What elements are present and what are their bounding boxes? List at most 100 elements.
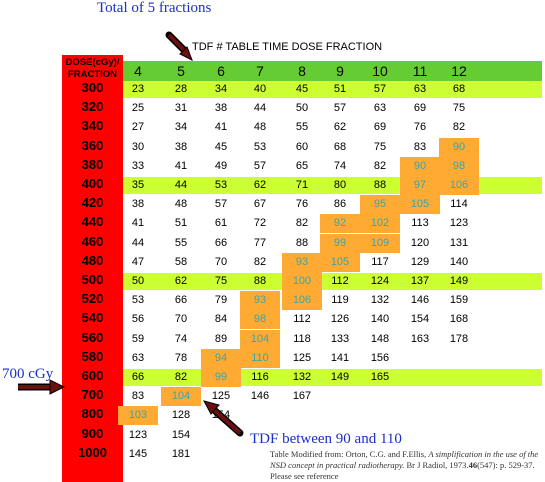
annotation-total-fractions: Total of 5 fractions — [97, 0, 212, 16]
tdf-cell: 76 — [295, 198, 309, 211]
tdf-cell: 41 — [214, 121, 228, 134]
tdf-cell: 94 — [201, 348, 241, 368]
tdf-cell: 28 — [174, 83, 188, 95]
tdf-cell: 146 — [250, 390, 270, 403]
tdf-cell: 93 — [282, 252, 322, 272]
tdf-cell: 133 — [330, 332, 350, 345]
tdf-cell: 63 — [373, 102, 387, 115]
tdf-cell: 109 — [360, 233, 400, 253]
tdf-cell: 48 — [253, 121, 267, 134]
tdf-cell: 141 — [330, 351, 350, 364]
fraction-header-row — [123, 61, 542, 81]
tdf-cell: 88 — [295, 236, 309, 249]
reference-volume: 46 — [468, 460, 478, 470]
tdf-cell: 163 — [410, 332, 430, 345]
tdf-cell: 105 — [320, 252, 360, 272]
tdf-cell: 146 — [410, 294, 430, 307]
annotation-700-cgy: 700 cGy — [2, 366, 54, 382]
tdf-cell: 72 — [253, 217, 267, 230]
tdf-cell: 38 — [131, 198, 145, 211]
tdf-cell: 53 — [253, 140, 267, 153]
tdf-cell: 154 — [171, 428, 191, 441]
tdf-cell: 82 — [295, 217, 309, 230]
tdf-cell: 57 — [333, 102, 347, 115]
tdf-cell: 57 — [214, 198, 228, 211]
tdf-cell: 51 — [174, 217, 188, 230]
fraction-header-cell: 9 — [336, 63, 344, 79]
fraction-header-cell: 7 — [256, 63, 264, 79]
tdf-cell: 140 — [449, 255, 469, 268]
tdf-cell: 49 — [214, 159, 228, 172]
tdf-cell: 89 — [214, 332, 228, 345]
tdf-cell: 44 — [131, 236, 145, 249]
tdf-cell: 168 — [449, 313, 469, 326]
tdf-cell: 68 — [333, 140, 347, 153]
tdf-cell: 51 — [333, 83, 347, 95]
tdf-cell: 88 — [253, 275, 267, 287]
tdf-cell: 75 — [214, 275, 228, 287]
tdf-cell: 80 — [333, 179, 347, 191]
tdf-cell: 128 — [171, 409, 191, 422]
annotation-tdf-range: TDF between 90 and 110 — [250, 431, 402, 447]
tdf-cell: 79 — [214, 294, 228, 307]
tdf-cell: 126 — [330, 313, 350, 326]
dose-cell: 800 — [81, 406, 104, 422]
reference-title: A simplification in the use of the NSD c… — [270, 449, 539, 470]
tdf-cell: 62 — [253, 179, 267, 191]
tdf-cell: 71 — [295, 179, 309, 191]
tdf-cell: 61 — [214, 217, 228, 230]
tdf-cell: 84 — [214, 313, 228, 326]
dose-cell: 1000 — [78, 444, 107, 460]
tdf-cell: 97 — [400, 176, 440, 195]
tdf-cell: 75 — [373, 140, 387, 153]
tdf-cell: 119 — [331, 294, 349, 307]
dose-cell: 480 — [81, 252, 104, 268]
tdf-cell: 116 — [251, 371, 269, 383]
tdf-cell: 156 — [370, 351, 390, 364]
tdf-cell: 45 — [214, 140, 228, 153]
tdf-cell: 112 — [331, 275, 349, 287]
tdf-cell: 44 — [174, 179, 188, 191]
arrow-700-cgy — [18, 379, 66, 395]
tdf-cell: 47 — [131, 255, 145, 268]
tdf-cell: 48 — [174, 198, 188, 211]
tdf-cell: 102 — [360, 214, 400, 234]
tdf-cell: 124 — [370, 275, 390, 287]
dose-cell: 320 — [81, 99, 104, 115]
dose-cell: 580 — [81, 348, 104, 364]
tdf-cell: 145 — [128, 447, 148, 460]
tdf-cell: 31 — [174, 102, 188, 115]
tdf-cell: 63 — [413, 83, 427, 95]
tdf-cell: 105 — [400, 195, 440, 215]
fraction-header-cell: 11 — [412, 63, 428, 79]
tdf-cell: 99 — [320, 233, 360, 253]
tdf-cell: 82 — [452, 121, 466, 134]
tdf-cell: 120 — [410, 236, 430, 249]
tdf-cell: 50 — [131, 275, 145, 287]
tdf-cell: 50 — [295, 102, 309, 115]
tdf-cell: 148 — [370, 332, 390, 345]
tdf-cell: 118 — [293, 332, 311, 345]
tdf-cell: 66 — [174, 294, 188, 307]
tdf-cell: 123 — [128, 428, 148, 441]
dose-cell: 600 — [81, 368, 104, 383]
dose-cell: 560 — [81, 329, 104, 345]
dose-cell: 440 — [81, 214, 104, 230]
tdf-cell: 92 — [320, 214, 360, 234]
tdf-cell: 123 — [449, 217, 469, 230]
tdf-cell: 154 — [410, 313, 430, 326]
tdf-cell: 76 — [413, 121, 427, 134]
tdf-cell: 82 — [253, 255, 267, 268]
tdf-cell: 140 — [370, 313, 390, 326]
tdf-cell: 67 — [253, 198, 267, 211]
tdf-cell: 83 — [131, 390, 145, 403]
tdf-cell: 104 — [240, 329, 280, 349]
tdf-cell: 149 — [330, 371, 350, 383]
arrow-total-fractions — [165, 31, 193, 62]
dose-cell: 380 — [81, 156, 104, 172]
tdf-cell: 60 — [295, 140, 309, 153]
dose-cell: 360 — [81, 137, 104, 153]
tdf-cell: 100 — [282, 272, 322, 291]
tdf-cell: 125 — [211, 390, 231, 403]
